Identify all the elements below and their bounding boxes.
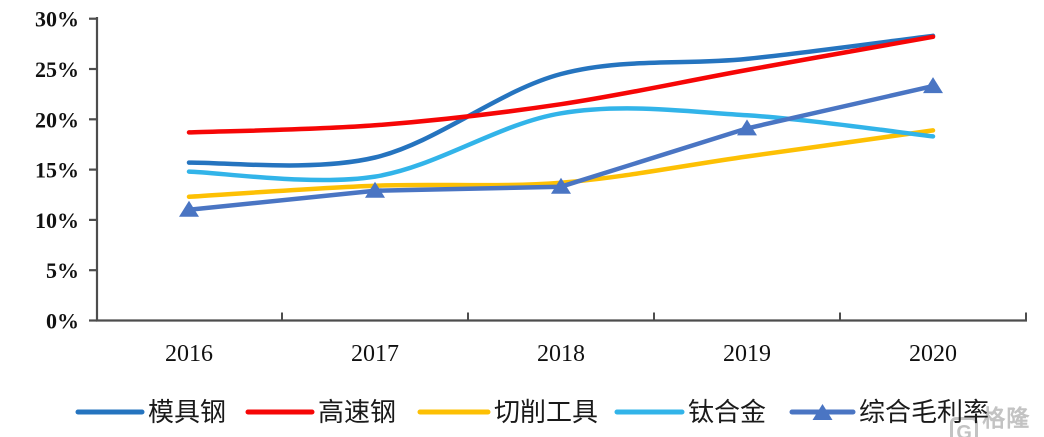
y-axis-label: 0% bbox=[46, 309, 79, 334]
y-axis-label: 30% bbox=[35, 7, 79, 32]
y-axis-label: 5% bbox=[46, 258, 79, 283]
legend-label-模具钢: 模具钢 bbox=[148, 397, 226, 427]
legend-label-综合毛利率: 综合毛利率 bbox=[859, 397, 989, 427]
gelonghui-logo-icon: G bbox=[950, 417, 979, 437]
y-axis-label: 10% bbox=[35, 208, 79, 233]
x-axis-label: 2018 bbox=[537, 341, 585, 367]
x-axis-label: 2017 bbox=[351, 341, 399, 367]
y-axis-label: 15% bbox=[35, 158, 79, 183]
y-axis-label: 20% bbox=[35, 107, 79, 132]
axis-lines bbox=[95, 17, 1027, 322]
x-axis-label: 2016 bbox=[165, 341, 213, 367]
legend-label-钛合金: 钛合金 bbox=[688, 397, 766, 427]
x-axis-label: 2019 bbox=[723, 341, 771, 367]
series-line-模具钢 bbox=[186, 33, 936, 168]
watermark: G 格隆汇 bbox=[950, 399, 1044, 437]
legend-label-高速钢: 高速钢 bbox=[318, 397, 396, 427]
series-marker-综合毛利率 bbox=[923, 77, 943, 94]
series-line-钛合金 bbox=[186, 106, 936, 183]
y-axis-label: 25% bbox=[35, 57, 79, 82]
series-marker-综合毛利率 bbox=[737, 119, 757, 136]
series-marker-综合毛利率 bbox=[365, 181, 385, 198]
legend-label-切削工具: 切削工具 bbox=[494, 397, 598, 427]
watermark-text: 格隆汇 bbox=[982, 405, 1031, 431]
series-marker-综合毛利率 bbox=[179, 200, 199, 217]
x-axis-label: 2020 bbox=[909, 341, 957, 367]
series-line-高速钢 bbox=[186, 34, 936, 135]
series-marker-综合毛利率 bbox=[551, 177, 571, 194]
legend-marker-综合毛利率 bbox=[812, 404, 833, 420]
